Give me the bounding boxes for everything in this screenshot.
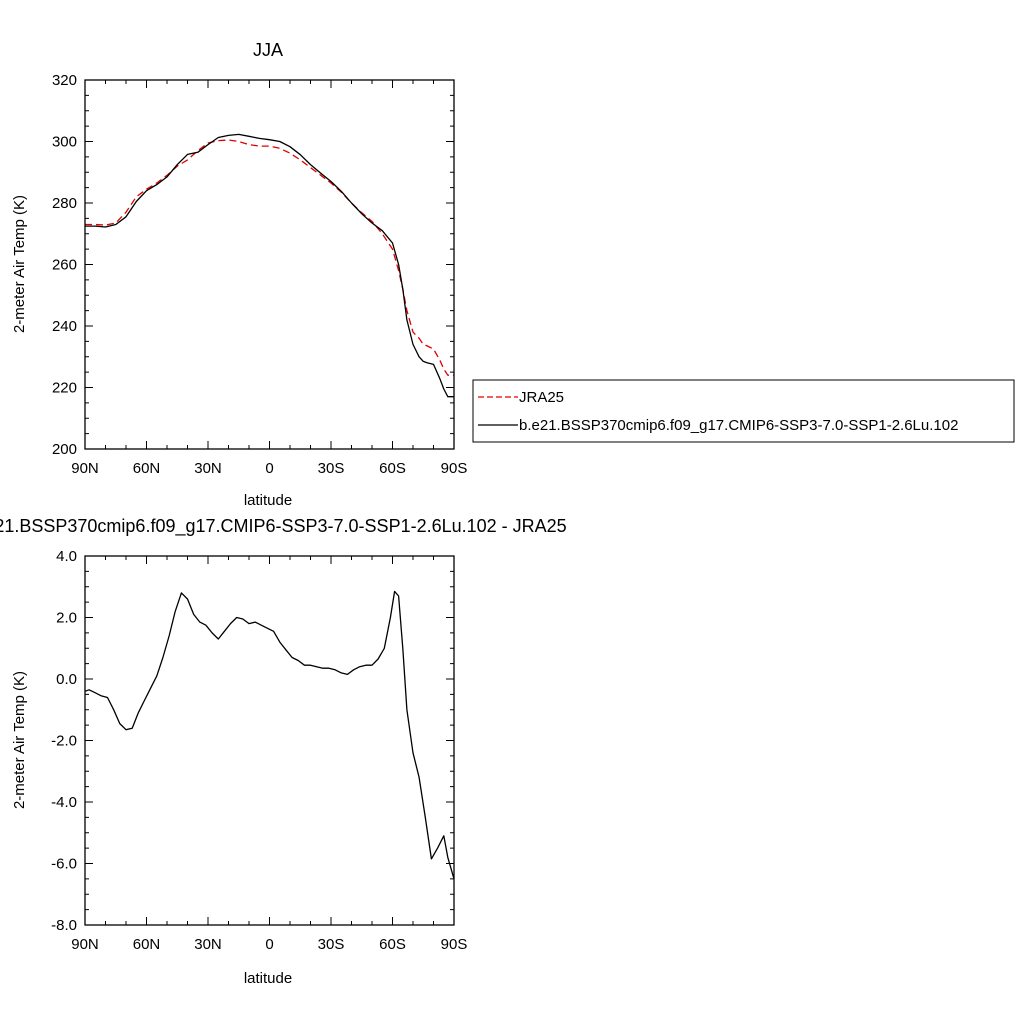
- top-chart-title: JJA: [253, 40, 283, 60]
- top-y-tick-label: 300: [52, 134, 77, 151]
- bottom-axis-ticks: 90N 60N 30N 0 30S 60S 90S -8.0 -6.0 -4.0 -2.0 0.0 2.…: [51, 548, 467, 953]
- bottom-y-tick-label: -8.0: [51, 917, 77, 934]
- legend: JRA25 b.e21.BSSP370cmip6.f09_g17.CMIP6-S…: [472, 379, 1015, 443]
- top-x-tick-label: 90S: [441, 460, 468, 477]
- bottom-y-tick-label: -6.0: [51, 856, 77, 873]
- top-x-tick-label: 90N: [71, 460, 99, 477]
- bottom-panel: b.e21.BSSP370cmip6.f09_g17.CMIP6-SSP3-7.…: [0, 516, 567, 987]
- bottom-y-tick-label: 2.0: [56, 610, 77, 627]
- bottom-y-tick-label: -2.0: [51, 733, 77, 750]
- top-axis-ticks: 90N 60N 30N 0 30S 60S 90S 200 220 240 260 280 300 320: [52, 72, 467, 477]
- bottom-x-tick-label: 0: [265, 936, 273, 953]
- bottom-x-tick-label: 30S: [318, 936, 345, 953]
- top-y-tick-label: 240: [52, 318, 77, 335]
- top-series-line-model: [85, 133, 454, 398]
- top-y-axis-label: 2-meter Air Temp (K): [11, 195, 28, 333]
- top-x-tick-label: 0: [265, 460, 273, 477]
- top-panel: JJA 90N 60N 30N 0 30S 60S 90S 200 220 240 260 280 30…: [11, 40, 467, 509]
- bottom-series-lines: [84, 590, 455, 880]
- bottom-chart-title: b.e21.BSSP370cmip6.f09_g17.CMIP6-SSP3-7.…: [0, 516, 567, 537]
- legend-label-model: b.e21.BSSP370cmip6.f09_g17.CMIP6-SSP3-7.…: [519, 417, 958, 434]
- bottom-plot-frame: [84, 555, 455, 926]
- top-x-tick-label: 60S: [379, 460, 406, 477]
- bottom-y-tick-label: -4.0: [51, 794, 77, 811]
- bottom-x-axis-label: latitude: [244, 970, 292, 987]
- bottom-x-tick-label: 60S: [379, 936, 406, 953]
- top-x-tick-label: 60N: [133, 460, 161, 477]
- legend-label-jra25: JRA25: [519, 389, 564, 406]
- top-plot-frame: [84, 79, 455, 450]
- top-y-tick-label: 260: [52, 257, 77, 274]
- top-x-tick-label: 30S: [318, 460, 345, 477]
- legend-box: [472, 379, 1015, 443]
- top-y-tick-label: 280: [52, 195, 77, 212]
- top-x-tick-label: 30N: [194, 460, 222, 477]
- bottom-y-axis-label: 2-meter Air Temp (K): [11, 671, 28, 809]
- top-y-tick-label: 320: [52, 72, 77, 89]
- bottom-series-line-difference: [84, 590, 455, 880]
- bottom-x-tick-label: 90S: [441, 936, 468, 953]
- top-series-line-jra25: [85, 139, 454, 376]
- bottom-x-tick-label: 30N: [194, 936, 222, 953]
- bottom-x-tick-label: 90N: [71, 936, 99, 953]
- bottom-x-tick-label: 60N: [133, 936, 161, 953]
- top-x-axis-label: latitude: [244, 492, 292, 509]
- bottom-y-tick-label: 0.0: [56, 671, 77, 688]
- top-series-lines: [85, 133, 454, 398]
- bottom-y-tick-label: 4.0: [56, 548, 77, 565]
- top-y-tick-label: 200: [52, 441, 77, 458]
- top-y-tick-label: 220: [52, 380, 77, 397]
